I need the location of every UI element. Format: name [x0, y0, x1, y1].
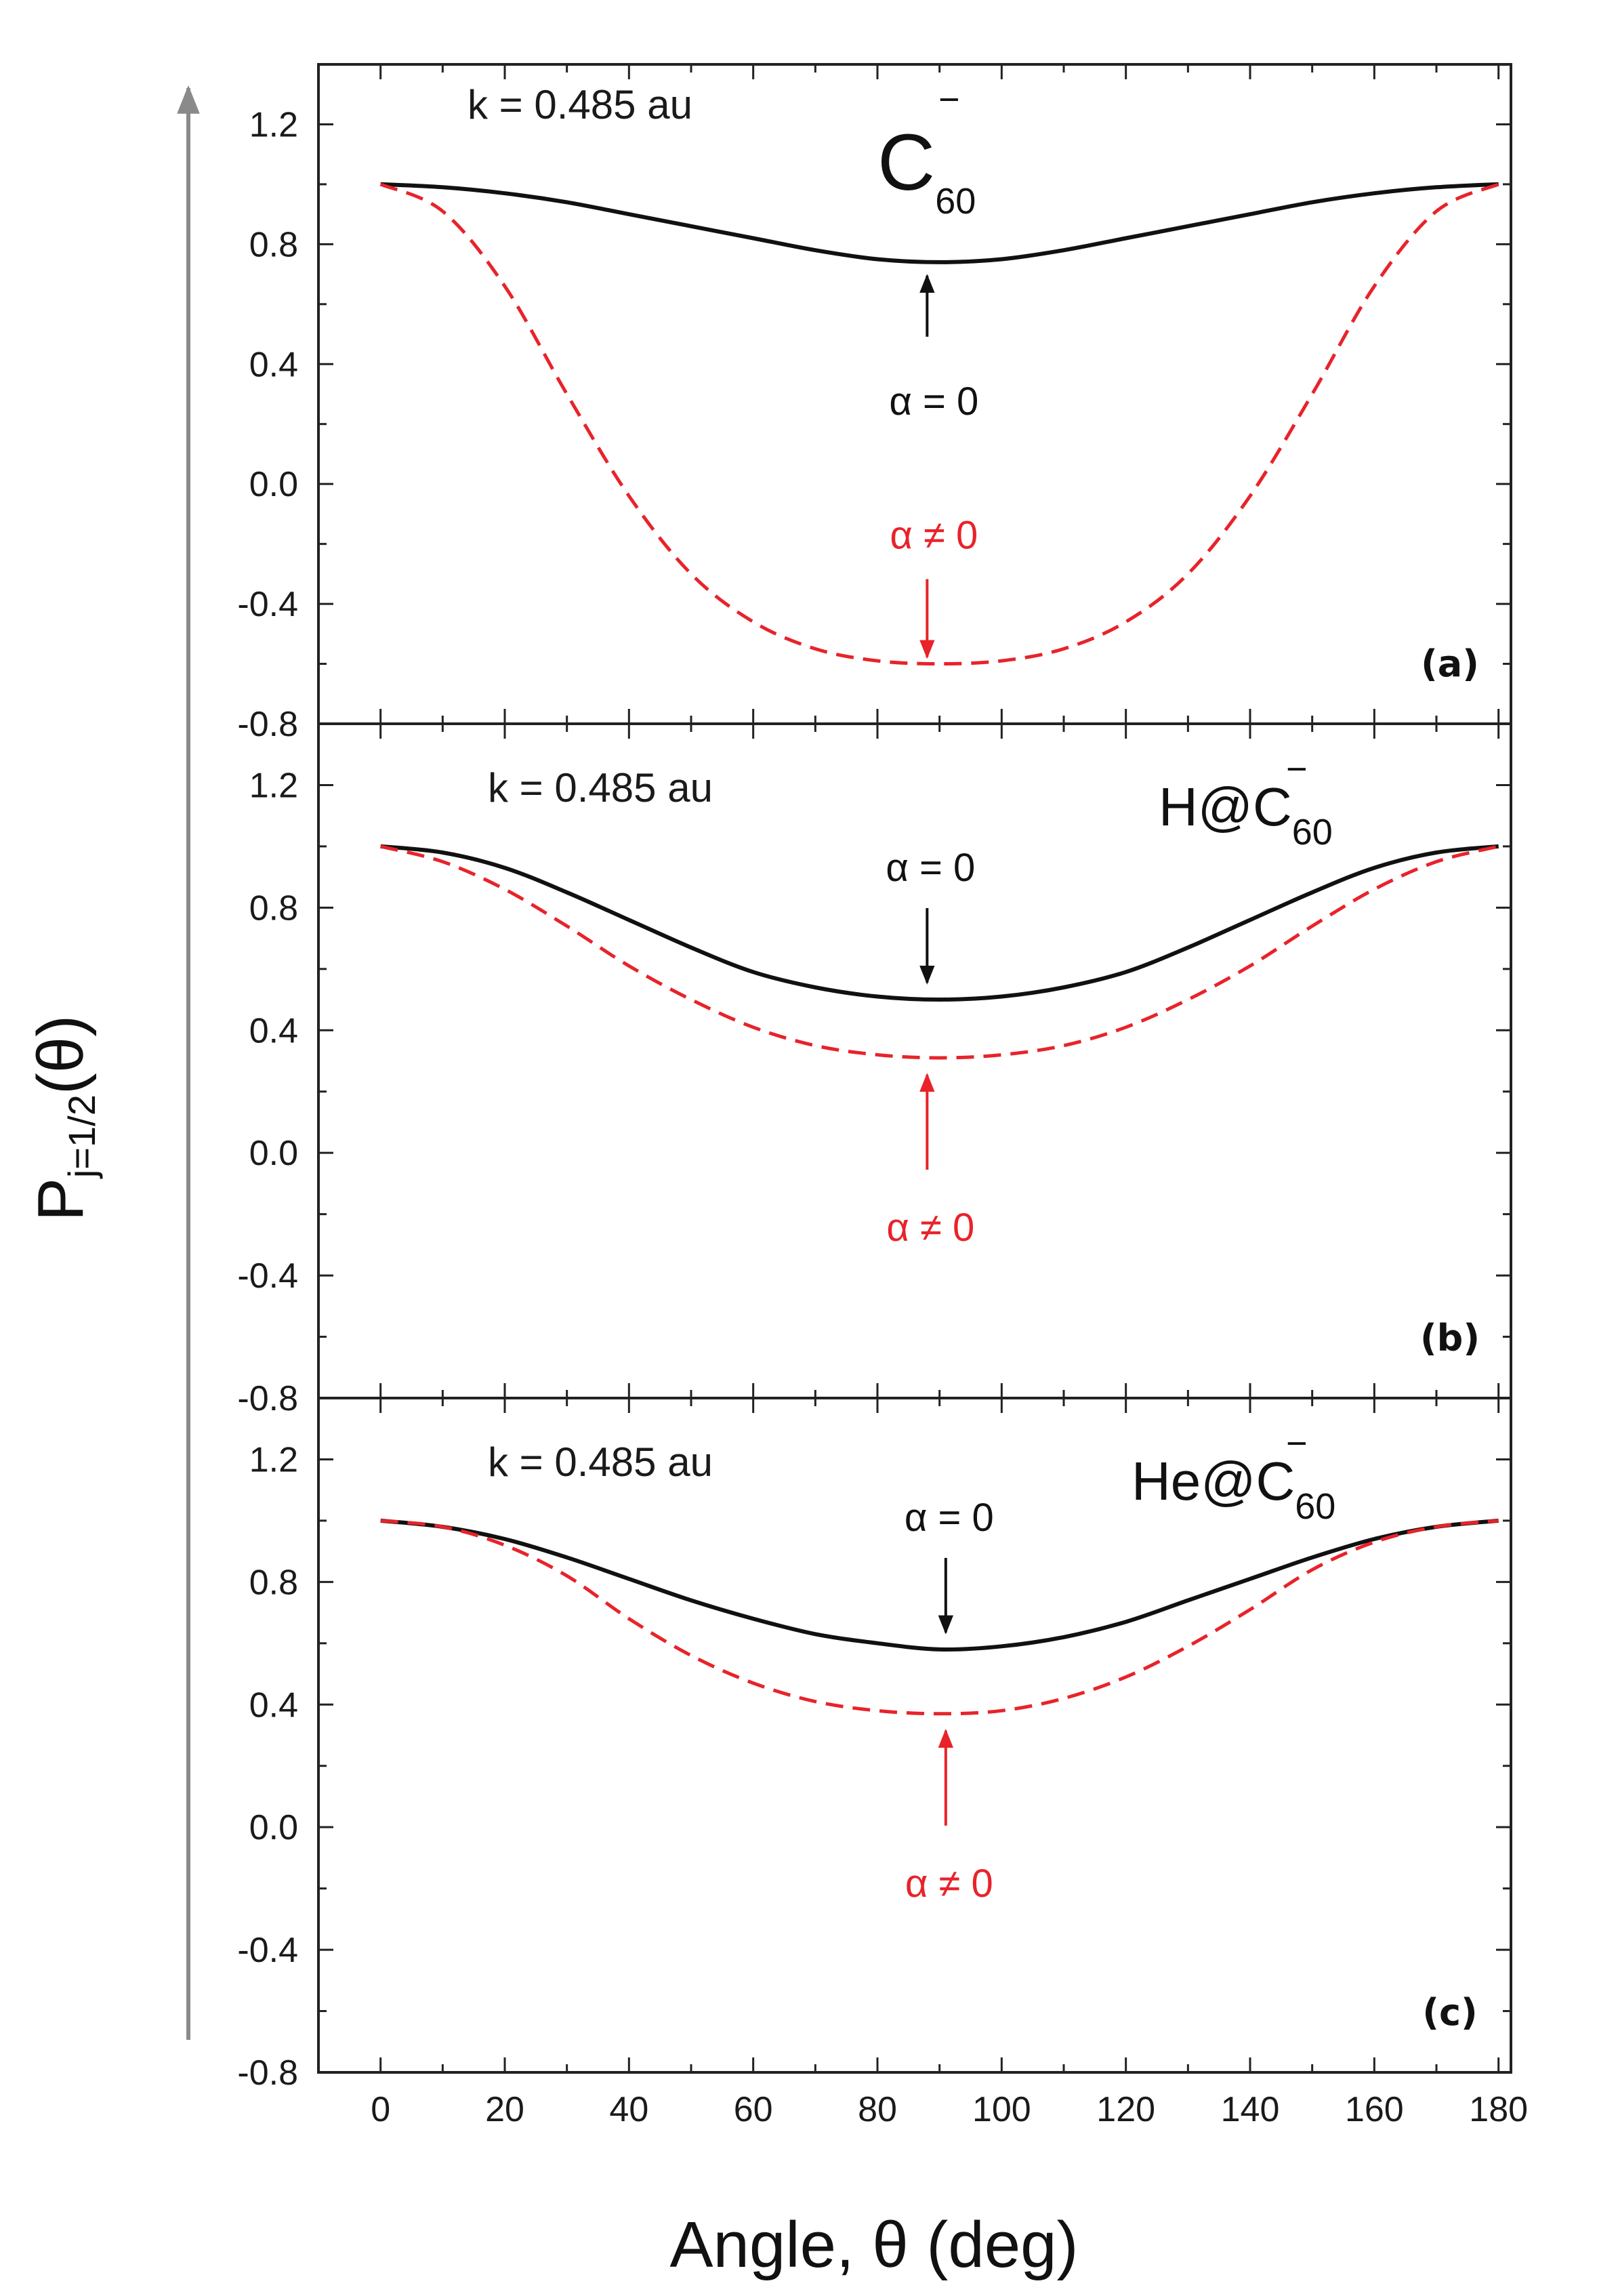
- x-tick-label: 160: [1345, 2090, 1404, 2129]
- plot-frame: [317, 1397, 1512, 2074]
- label-alpha-nonzero: α ≠ 0: [886, 1206, 974, 1250]
- label-alpha-nonzero: α ≠ 0: [905, 1862, 993, 1906]
- y-tick-label: 0.4: [249, 1011, 298, 1050]
- series-line-alpha-zero: [380, 844, 1499, 1002]
- y-tick-label: 1.2: [249, 766, 298, 805]
- x-tick-label: 0: [371, 2090, 390, 2129]
- x-tick-label: 20: [485, 2090, 524, 2129]
- panel-a: -0.8-0.40.00.40.81.2 k = 0.485 auC60−(a)α…: [237, 63, 1512, 744]
- k-value-label: k = 0.485 au: [488, 765, 713, 811]
- y-tick-label: 0.8: [249, 225, 298, 264]
- molecule-sup: −: [1286, 749, 1308, 790]
- k-value-label: k = 0.485 au: [468, 82, 692, 127]
- x-tick-label: 180: [1469, 2090, 1528, 2129]
- series-line-alpha-nonzero: [380, 844, 1499, 1060]
- x-axis-title: Angle, θ (deg): [669, 2209, 1078, 2281]
- x-tick-label: 100: [972, 2090, 1031, 2129]
- y-tick-label: 0.0: [249, 1808, 298, 1847]
- label-alpha-nonzero: α ≠ 0: [890, 514, 978, 558]
- series-line-alpha-zero: [380, 182, 1499, 264]
- molecule-label: H@C60: [1159, 777, 1333, 853]
- y-tick-label: 0.4: [249, 345, 298, 384]
- panel-b: -0.8-0.40.00.40.81.2 k = 0.485 au H@C60−(b…: [237, 722, 1512, 1418]
- x-tick-label: 60: [734, 2090, 773, 2129]
- molecule-sup: −: [938, 79, 960, 120]
- series-line-alpha-zero: [380, 1518, 1499, 1652]
- y-tick-label: -0.8: [237, 1379, 298, 1418]
- panel-label: (c): [1422, 1991, 1477, 2034]
- y-axis-title-sub: j=1/2: [60, 1094, 103, 1179]
- y-axis-title: Pj=1/2(θ): [24, 1015, 103, 1221]
- molecule-main: He@C: [1132, 1451, 1295, 1511]
- y-tick-label: 0.0: [249, 465, 298, 504]
- y-tick-label: 0.0: [249, 1134, 298, 1173]
- k-value-label: k = 0.485 au: [488, 1439, 713, 1485]
- y-tick-label: 0.4: [249, 1685, 298, 1725]
- label-alpha-zero: α = 0: [889, 380, 978, 424]
- y-tick-label: -0.4: [237, 1931, 298, 1970]
- molecule-sup: −: [1286, 1423, 1308, 1464]
- panel-c: -0.8 -0.4 0.0 0.4 0.8 1.2 0 20 40 60 80 100 120 140 16…: [237, 1397, 1528, 2129]
- y-tick-label: -0.4: [237, 1256, 298, 1296]
- molecule-label: He@C60: [1132, 1451, 1335, 1527]
- y-tick-label: 0.8: [249, 1563, 298, 1602]
- y-tick-label: 0.8: [249, 888, 298, 928]
- x-tick-label: 140: [1221, 2090, 1280, 2129]
- series-line-alpha-nonzero: [379, 182, 1499, 666]
- y-tick-label: 1.2: [249, 105, 298, 144]
- label-alpha-zero: α = 0: [905, 1496, 994, 1540]
- panel-label: (a): [1421, 642, 1479, 685]
- series-line-alpha-nonzero: [380, 1519, 1499, 1716]
- y-tick-label: 1.2: [249, 1440, 298, 1479]
- label-alpha-zero: α = 0: [886, 846, 975, 890]
- y-axis-title-tail: (θ): [24, 1015, 97, 1094]
- panels-group: -0.8-0.40.00.40.81.2 k = 0.485 auC60−(a)α…: [237, 63, 1528, 2129]
- x-tick-label: 80: [858, 2090, 897, 2129]
- panel-label: (b): [1420, 1317, 1480, 1359]
- molecule-main: C: [877, 118, 935, 207]
- molecule-sub: 60: [1292, 812, 1333, 853]
- x-tick-label: 40: [609, 2090, 648, 2129]
- molecule-sub: 60: [935, 181, 976, 222]
- y-tick-label: -0.8: [237, 2053, 298, 2093]
- y-tick-label: -0.4: [237, 585, 298, 624]
- molecule-sub: 60: [1295, 1486, 1335, 1527]
- molecule-main: H@C: [1159, 777, 1292, 837]
- y-axis-title-main: P: [24, 1178, 97, 1221]
- x-tick-label: 120: [1096, 2090, 1155, 2129]
- y-tick-label: -0.8: [237, 705, 298, 744]
- molecule-label: C60: [877, 118, 976, 222]
